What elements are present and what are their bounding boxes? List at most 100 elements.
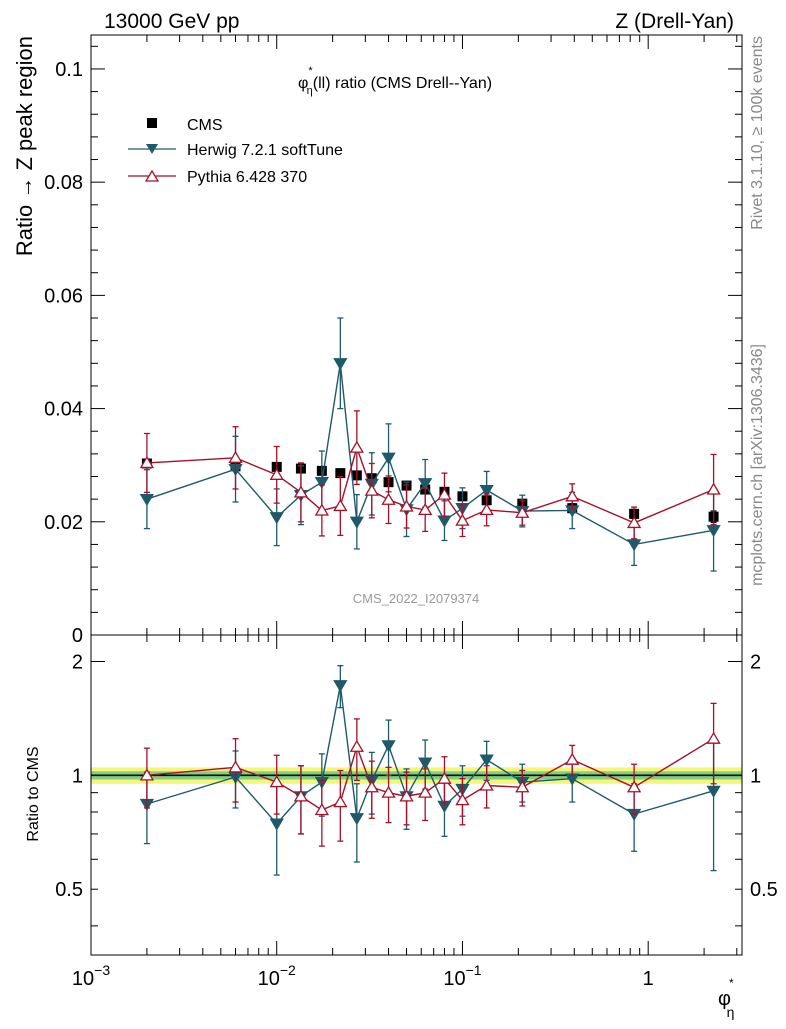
analysis-watermark: CMS_2022_I2079374 bbox=[353, 591, 480, 606]
x-label-phi: φ bbox=[718, 988, 731, 1010]
top-y-tick-label: 0.08 bbox=[44, 172, 83, 194]
pythia-ratio-point bbox=[139, 768, 155, 781]
pythia-point bbox=[626, 515, 642, 529]
herwig-point bbox=[437, 515, 452, 528]
x-tick-base: 10 bbox=[72, 968, 94, 990]
bottom-y-tick-label-right: 2 bbox=[750, 651, 761, 673]
title-phi: φ bbox=[298, 75, 308, 92]
herwig-point bbox=[314, 477, 330, 490]
pythia-ratio-point bbox=[381, 785, 396, 798]
legend: CMS Herwig 7.2.1 softTune Pythia 6.428 3… bbox=[128, 117, 343, 186]
pythia-ratio-point bbox=[364, 780, 379, 793]
herwig-ratio-point bbox=[269, 818, 284, 831]
x-tick-label: 10−1 bbox=[443, 962, 481, 990]
pythia-point bbox=[399, 499, 414, 512]
mcplots-label: mcplots.cern.ch [arXiv:1306.3436] bbox=[749, 344, 766, 586]
pythia-ratio-point bbox=[455, 793, 470, 806]
herwig-ratio-point bbox=[418, 757, 433, 770]
pythia-point bbox=[228, 450, 243, 463]
x-tick-label: 10−2 bbox=[258, 962, 296, 990]
bottom-plot-frame bbox=[90, 634, 743, 956]
pythia-point bbox=[437, 487, 452, 500]
title-star: * bbox=[308, 65, 313, 77]
pythia-ratio-point bbox=[349, 739, 364, 752]
x-tick-label: 1 bbox=[643, 968, 654, 990]
bottom-y-tick-label-right: 0.5 bbox=[750, 879, 778, 901]
title-eta: η bbox=[307, 85, 313, 97]
pythia-point bbox=[455, 513, 470, 526]
herwig-point bbox=[333, 358, 348, 371]
pythia-ratio-point bbox=[333, 795, 348, 808]
title-rest: (ll) ratio (CMS Drell--Yan) bbox=[313, 75, 492, 92]
legend-pythia-marker bbox=[144, 169, 160, 182]
pythia-point bbox=[139, 455, 155, 469]
legend-herwig-label: Herwig 7.2.1 softTune bbox=[187, 142, 343, 159]
pythia-point bbox=[293, 485, 309, 498]
herwig-line bbox=[146, 363, 714, 546]
bottom-data-marks bbox=[139, 665, 721, 876]
herwig-ratio-line bbox=[146, 685, 714, 825]
x-tick-exponent: −3 bbox=[94, 962, 110, 978]
bottom-axes: 0.5 0.51 12 210−3 10−2 10−1 1 bbox=[55, 635, 778, 990]
herwig-ratio-point bbox=[479, 754, 494, 767]
pythia-point bbox=[314, 503, 330, 516]
pythia-ratio-point bbox=[706, 731, 721, 744]
pythia-point bbox=[479, 502, 494, 516]
legend-cms-label: CMS bbox=[187, 117, 223, 134]
x-label-star: * bbox=[729, 976, 734, 990]
pythia-ratio-point bbox=[626, 780, 642, 793]
herwig-point bbox=[349, 516, 364, 529]
x-tick-exponent: −1 bbox=[466, 962, 482, 978]
plot-title: φ* η(ll) ratio (CMS Drell--Yan) bbox=[298, 65, 492, 97]
herwig-ratio-point bbox=[381, 740, 396, 753]
top-data-marks bbox=[139, 317, 721, 572]
x-axis-label: φ* η bbox=[718, 976, 734, 1020]
top-y-tick-label: 0.04 bbox=[44, 399, 83, 421]
herwig-point bbox=[139, 494, 155, 507]
x-tick-base: 1 bbox=[643, 968, 654, 990]
pythia-point bbox=[349, 440, 364, 453]
bottom-y-axis-label: Ratio to CMS bbox=[25, 746, 42, 841]
pythia-point bbox=[333, 498, 348, 512]
legend-pythia-label: Pythia 6.428 370 bbox=[187, 169, 307, 186]
rivet-version-label: Rivet 3.1.10, ≥ 100k events bbox=[749, 36, 766, 230]
top-axes: 0 0.02 0.04 0.06 0.08 0.1 bbox=[44, 35, 742, 647]
pythia-ratio-point bbox=[399, 789, 414, 802]
herwig-point bbox=[269, 512, 284, 525]
pythia-line bbox=[146, 445, 714, 524]
pythia-point bbox=[418, 502, 433, 516]
herwig-point bbox=[626, 539, 642, 552]
bottom-y-tick-label: 0.5 bbox=[55, 879, 83, 901]
x-label-eta: η bbox=[727, 1004, 735, 1020]
x-tick-base: 10 bbox=[443, 968, 465, 990]
pythia-point bbox=[565, 489, 580, 502]
pythia-ratio-point bbox=[269, 775, 284, 788]
pythia-ratio-point bbox=[565, 752, 580, 765]
herwig-ratio-point bbox=[333, 680, 348, 693]
pythia-ratio-line bbox=[146, 738, 714, 811]
legend-item-pythia: Pythia 6.428 370 bbox=[128, 169, 307, 186]
top-y-tick-label: 0.02 bbox=[44, 512, 83, 534]
herwig-point bbox=[381, 452, 396, 465]
top-y-tick-label: 0 bbox=[72, 625, 83, 647]
pythia-ratio-point bbox=[418, 785, 433, 798]
legend-cms-marker bbox=[147, 118, 157, 128]
pythia-ratio-point bbox=[228, 760, 243, 773]
x-tick-label: 10−3 bbox=[72, 962, 110, 990]
header-energy-label: 13000 GeV pp bbox=[104, 10, 239, 33]
herwig-ratio-point bbox=[706, 785, 721, 798]
legend-item-cms: CMS bbox=[147, 117, 223, 134]
pythia-point bbox=[269, 467, 284, 480]
pythia-ratio-point bbox=[515, 780, 530, 793]
bottom-y-tick-label: 2 bbox=[72, 651, 83, 673]
legend-herwig-marker bbox=[146, 144, 158, 154]
pythia-point bbox=[364, 483, 379, 496]
bottom-y-tick-label: 1 bbox=[72, 765, 83, 787]
herwig-point bbox=[706, 525, 721, 538]
herwig-point bbox=[418, 478, 433, 491]
bottom-y-tick-label-right: 1 bbox=[750, 765, 761, 787]
cms-point bbox=[335, 468, 346, 479]
pythia-point bbox=[381, 492, 396, 505]
x-tick-exponent: −2 bbox=[280, 962, 296, 978]
